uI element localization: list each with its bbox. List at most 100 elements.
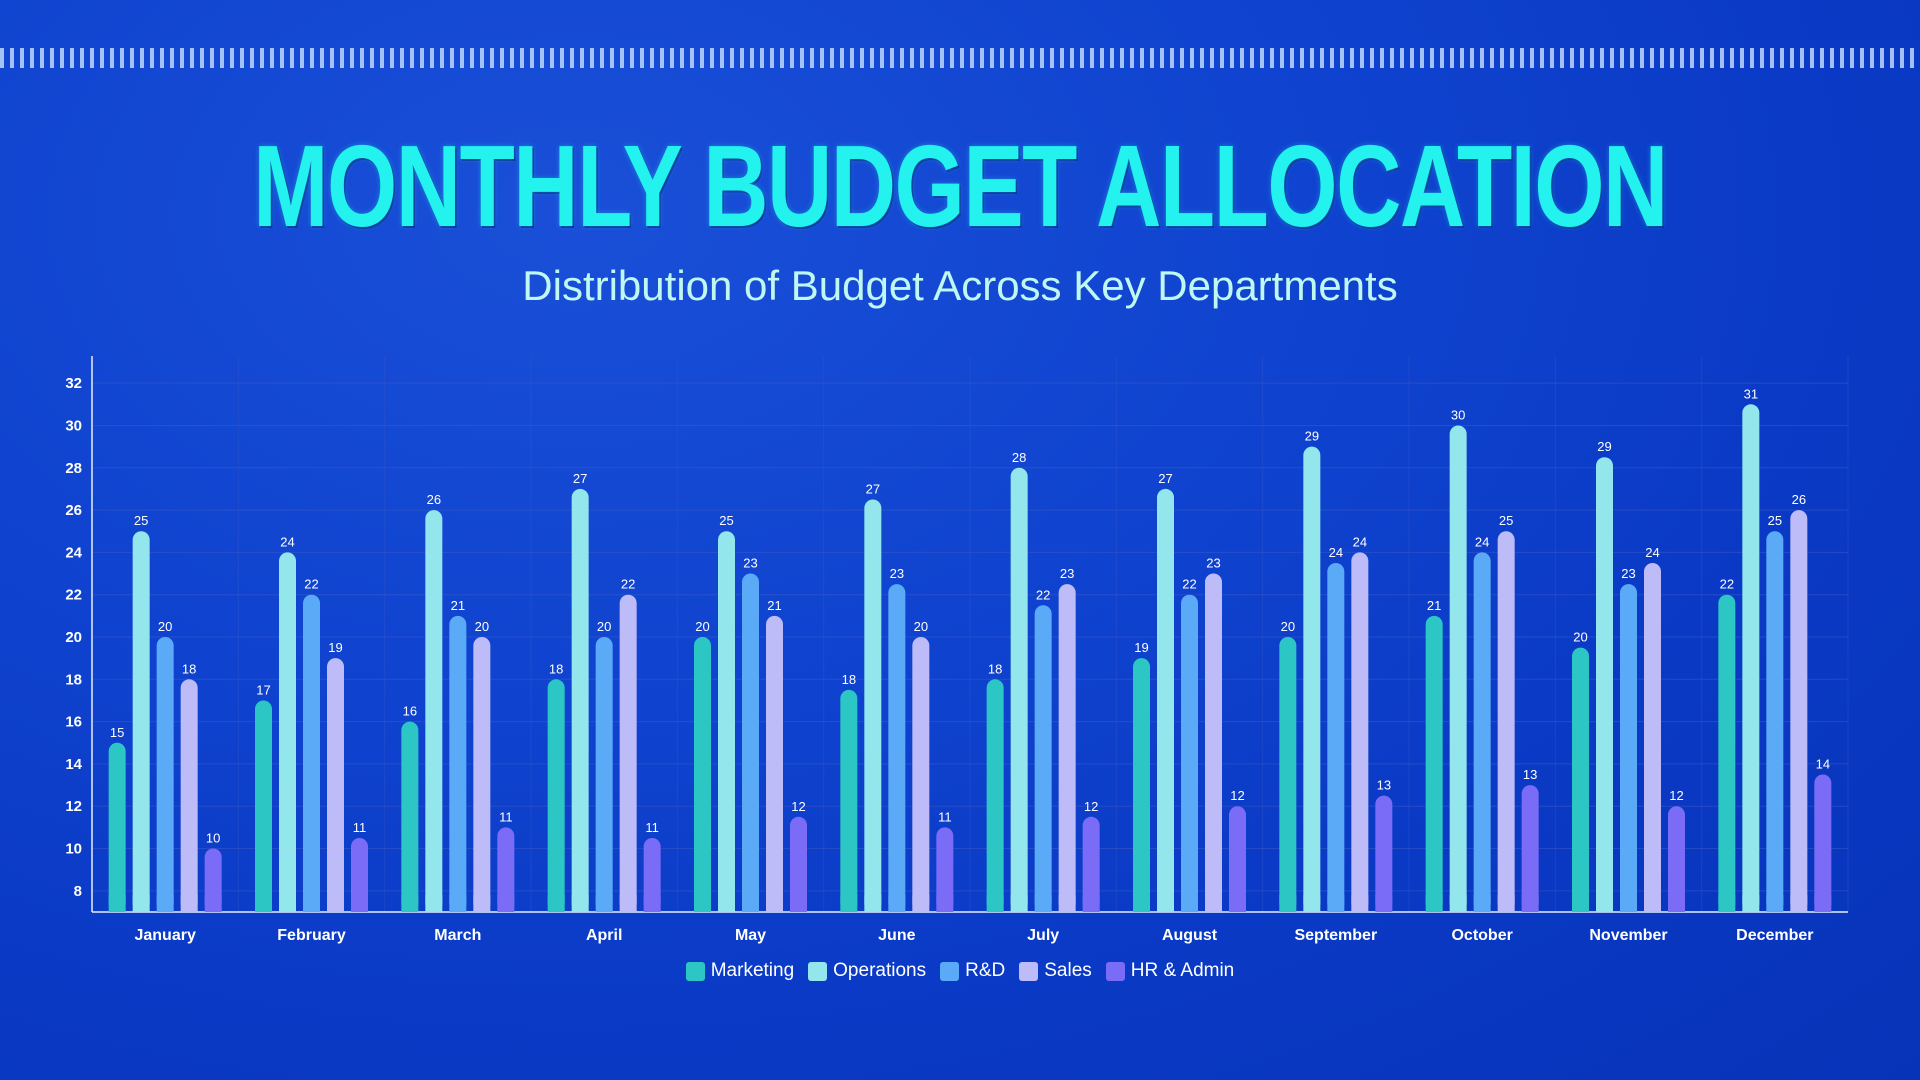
bar-hr-admin-february <box>351 837 368 912</box>
bar-sales-july <box>1058 584 1076 912</box>
bar-r-d-january <box>156 637 174 912</box>
bar-sales-february <box>327 658 344 912</box>
legend-item-hr-admin: HR & Admin <box>1105 960 1235 982</box>
data-label: 20 <box>1281 619 1295 634</box>
bar-sales-january <box>180 679 198 912</box>
bar-operations-september <box>1303 446 1321 912</box>
bar-base <box>766 895 783 912</box>
bar-base <box>1742 895 1760 912</box>
bar-operations-february <box>279 552 296 912</box>
bar-r-d-march <box>449 615 467 912</box>
bar-hr-admin-march <box>497 827 515 912</box>
bar-base <box>1766 895 1784 912</box>
bar-base <box>255 895 272 912</box>
bar-hr-admin-june <box>936 827 954 912</box>
bar-sales-june <box>912 637 930 912</box>
bar-base <box>449 895 467 912</box>
data-label: 19 <box>328 640 342 655</box>
bar-base <box>1572 895 1589 912</box>
data-label: 23 <box>1206 556 1220 571</box>
bar-base <box>1303 895 1321 912</box>
bar-base <box>1668 895 1685 912</box>
x-tick-label: March <box>434 927 481 944</box>
x-tick-label: January <box>134 927 195 944</box>
data-label: 20 <box>597 619 611 634</box>
top-decorative-stripe <box>0 48 1920 68</box>
chart-title: MONTHLY BUDGET ALLOCATION <box>253 121 1668 251</box>
bar-base <box>1133 895 1150 912</box>
data-label: 18 <box>842 672 856 687</box>
data-label: 20 <box>914 619 928 634</box>
bar-marketing-february <box>255 700 272 912</box>
bar-base <box>1351 895 1369 912</box>
bar-operations-june <box>864 499 882 912</box>
data-label: 29 <box>1305 429 1319 444</box>
data-label: 17 <box>256 682 270 697</box>
bar-base <box>1279 895 1297 912</box>
bar-base <box>1790 895 1808 912</box>
bar-base <box>742 895 759 912</box>
bar-base <box>401 895 419 912</box>
bar-base <box>497 895 515 912</box>
data-label: 12 <box>1084 799 1098 814</box>
data-label: 31 <box>1744 386 1758 401</box>
data-label: 22 <box>304 577 318 592</box>
bar-hr-admin-november <box>1668 806 1685 912</box>
bar-base <box>180 895 198 912</box>
legend-label: HR & Admin <box>1130 960 1235 981</box>
bar-base <box>156 895 174 912</box>
bar-hr-admin-july <box>1082 816 1100 912</box>
data-label: 23 <box>1060 566 1074 581</box>
data-label: 12 <box>1669 788 1683 803</box>
legend-swatch <box>685 961 705 981</box>
bar-marketing-march <box>401 721 419 912</box>
data-label: 12 <box>1230 788 1244 803</box>
legend-item-r-d: R&D <box>940 960 1005 982</box>
bar-base <box>303 895 320 912</box>
bar-hr-admin-august <box>1229 806 1246 912</box>
data-label: 11 <box>499 809 513 824</box>
bar-base <box>1082 895 1100 912</box>
bar-base <box>1375 895 1393 912</box>
data-label: 22 <box>1182 577 1196 592</box>
bar-marketing-august <box>1133 658 1150 912</box>
bar-base <box>425 895 443 912</box>
bar-base <box>986 895 1004 912</box>
bar-base <box>1521 895 1539 912</box>
bar-base <box>1620 895 1637 912</box>
y-tick-label: 22 <box>65 587 82 604</box>
data-label: 24 <box>1645 545 1659 560</box>
data-label: 26 <box>427 492 441 507</box>
bar-sales-december <box>1790 510 1808 912</box>
bar-r-d-june <box>888 584 906 912</box>
data-label: 28 <box>1012 450 1026 465</box>
bar-operations-november <box>1596 457 1613 912</box>
bar-sales-november <box>1644 562 1661 912</box>
legend-swatch <box>1019 961 1039 981</box>
bar-base <box>864 895 882 912</box>
bar-r-d-april <box>595 637 613 912</box>
bar-base <box>473 895 491 912</box>
bar-marketing-december <box>1718 594 1736 912</box>
bar-base <box>108 895 126 912</box>
x-tick-label: June <box>878 927 915 944</box>
bar-marketing-july <box>986 679 1004 912</box>
data-label: 24 <box>1329 545 1343 560</box>
bar-r-d-august <box>1181 594 1198 912</box>
bar-base <box>1181 895 1198 912</box>
data-label: 27 <box>1158 471 1172 486</box>
bar-hr-admin-december <box>1814 774 1832 912</box>
data-label: 11 <box>645 820 659 835</box>
bar-base <box>1644 895 1661 912</box>
chart-legend: Marketing Operations R&D Sales HR & Admin <box>0 960 1920 982</box>
data-label: 25 <box>1768 513 1782 528</box>
bar-base <box>571 895 589 912</box>
data-label: 20 <box>475 619 489 634</box>
bar-sales-march <box>473 637 491 912</box>
y-tick-label: 28 <box>65 460 82 477</box>
y-tick-label: 32 <box>65 375 82 392</box>
bar-sales-april <box>619 594 637 912</box>
x-tick-label: May <box>735 927 766 944</box>
bar-base <box>643 895 661 912</box>
bar-operations-january <box>132 531 150 912</box>
